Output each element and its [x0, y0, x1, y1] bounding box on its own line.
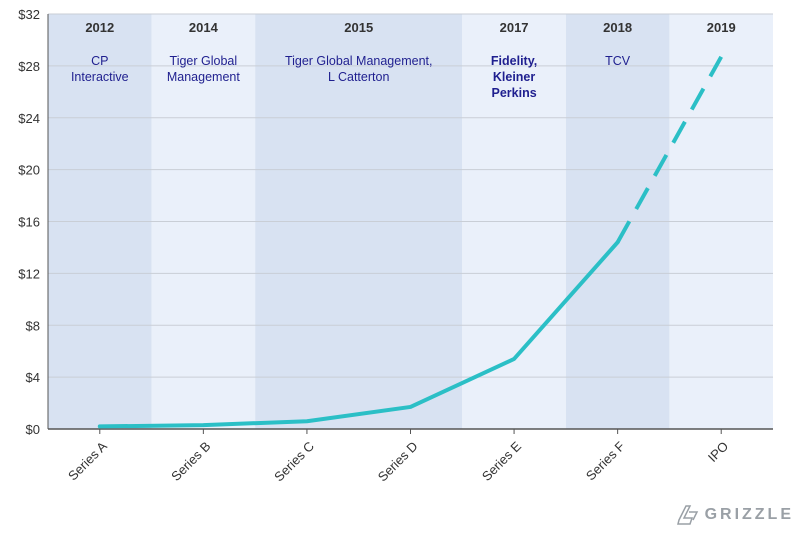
- round-year-label: 2012: [85, 20, 114, 35]
- round-year-label: 2017: [500, 20, 529, 35]
- x-tick-label: Series C: [271, 439, 317, 485]
- y-tick-label: $32: [18, 7, 40, 22]
- round-investor-label: Tiger Global: [170, 54, 238, 68]
- series-line-solid-0: [97, 240, 620, 429]
- y-tick-label: $24: [18, 111, 40, 126]
- round-year-label: 2014: [189, 20, 219, 35]
- y-tick-label: $4: [26, 370, 40, 385]
- grizzle-logo: GRIZZLE: [675, 502, 794, 528]
- y-tick-label: $20: [18, 163, 40, 178]
- round-investor-label: CP: [91, 54, 108, 68]
- y-tick-label: $0: [26, 422, 40, 437]
- y-tick-label: $16: [18, 215, 40, 230]
- x-tick-label: Series E: [479, 438, 525, 484]
- round-year-label: 2015: [344, 20, 373, 35]
- round-investor-label: L Catterton: [328, 70, 389, 84]
- round-investor-label: Perkins: [491, 86, 536, 100]
- round-investor-label: Management: [167, 70, 240, 84]
- y-tick-label: $12: [18, 266, 40, 281]
- round-year-label: 2018: [603, 20, 632, 35]
- round-investor-label: Kleiner: [493, 70, 536, 84]
- round-investor-label: Interactive: [71, 70, 129, 84]
- x-tick-label: Series B: [168, 439, 213, 484]
- logo-text: GRIZZLE: [704, 506, 794, 523]
- x-tick-label: Series D: [375, 439, 421, 485]
- y-tick-label: $28: [18, 59, 40, 74]
- x-tick-label: Series F: [583, 438, 628, 483]
- grizzle-mark-icon: [676, 505, 698, 525]
- round-investor-label: Tiger Global Management,: [285, 54, 433, 68]
- round-investor-label: Fidelity,: [491, 54, 537, 68]
- round-investor-label: TCV: [605, 54, 631, 68]
- round-year-label: 2019: [707, 20, 736, 35]
- x-tick-label: IPO: [705, 439, 731, 465]
- x-tick-label: Series A: [65, 438, 110, 483]
- y-tick-label: $8: [26, 318, 40, 333]
